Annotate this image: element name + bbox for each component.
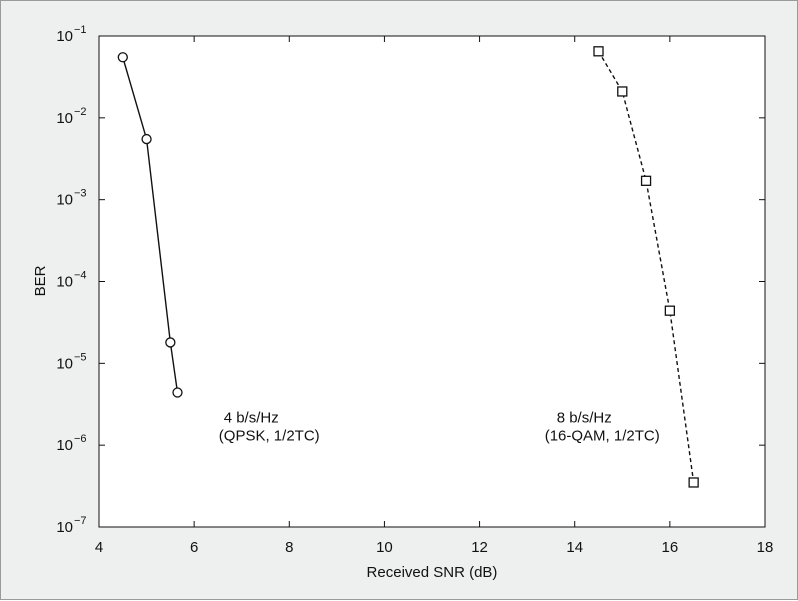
y-tick-exponent: −2 — [74, 106, 87, 118]
x-tick-label: 14 — [566, 539, 583, 556]
x-tick-label: 10 — [376, 539, 393, 556]
data-point-circle — [172, 387, 183, 398]
series-0 — [117, 52, 183, 398]
y-tick-label: 10 — [56, 355, 73, 372]
series-layer — [117, 46, 699, 488]
y-tick-exponent: −4 — [74, 270, 87, 282]
annotation-line: 8 b/s/Hz — [557, 409, 612, 426]
data-point-circle — [141, 133, 152, 145]
annotation-line: 4 b/s/Hz — [224, 409, 279, 426]
x-tick-label: 18 — [757, 539, 774, 556]
y-tick-base: 10 — [56, 437, 73, 454]
y-tick-base: 10 — [56, 110, 73, 127]
x-axis: 4 6 8 10 12 14 16 18 — [95, 36, 774, 556]
series-1 — [593, 46, 699, 488]
data-point-square — [664, 305, 676, 316]
y-tick-label: 10 — [56, 28, 73, 45]
y-axis-title: BER — [32, 265, 49, 296]
y-tick-exponent: −7 — [74, 515, 87, 527]
y-tick-label: 10 — [56, 192, 73, 209]
data-point-circle — [117, 52, 128, 63]
annotation-layer: 4 b/s/Hz(QPSK, 1/2TC) 8 b/s/Hz(16-QAM, 1/… — [219, 409, 660, 444]
y-tick-exponent: −3 — [74, 188, 87, 200]
data-point-square — [617, 86, 628, 97]
y-tick-exponent: −1 — [74, 24, 87, 36]
y-tick-label: 10 — [56, 274, 73, 291]
y-tick-label: 10 — [56, 437, 73, 454]
x-axis-title: Received SNR (dB) — [367, 564, 498, 581]
y-tick-exponent: −5 — [74, 351, 87, 363]
y-tick-base: 10 — [56, 519, 73, 536]
x-tick-label: 12 — [471, 539, 488, 556]
y-tick-base: 10 — [56, 274, 73, 291]
y-axis: 10−110−210−310−410−510−610−7 — [56, 24, 765, 536]
y-tick-label: 10 — [56, 519, 73, 536]
y-tick-label: 10 — [56, 110, 73, 127]
y-tick-exponent: −6 — [74, 433, 87, 445]
data-point-square — [640, 175, 652, 186]
data-point-square — [688, 477, 699, 488]
annotation-line: (16-QAM, 1/2TC) — [545, 427, 660, 444]
data-point-square — [593, 46, 604, 57]
series-line — [597, 50, 695, 483]
y-tick-base: 10 — [56, 192, 73, 209]
y-tick-base: 10 — [56, 28, 73, 45]
y-tick-base: 10 — [56, 355, 73, 372]
x-tick-label: 8 — [285, 539, 293, 556]
x-tick-label: 6 — [190, 539, 198, 556]
data-point-circle — [165, 337, 176, 348]
series-line — [122, 57, 179, 393]
annotation-line: (QPSK, 1/2TC) — [219, 427, 320, 444]
x-tick-label: 4 — [95, 539, 103, 556]
plot-area — [98, 35, 766, 528]
x-tick-label: 16 — [662, 539, 679, 556]
